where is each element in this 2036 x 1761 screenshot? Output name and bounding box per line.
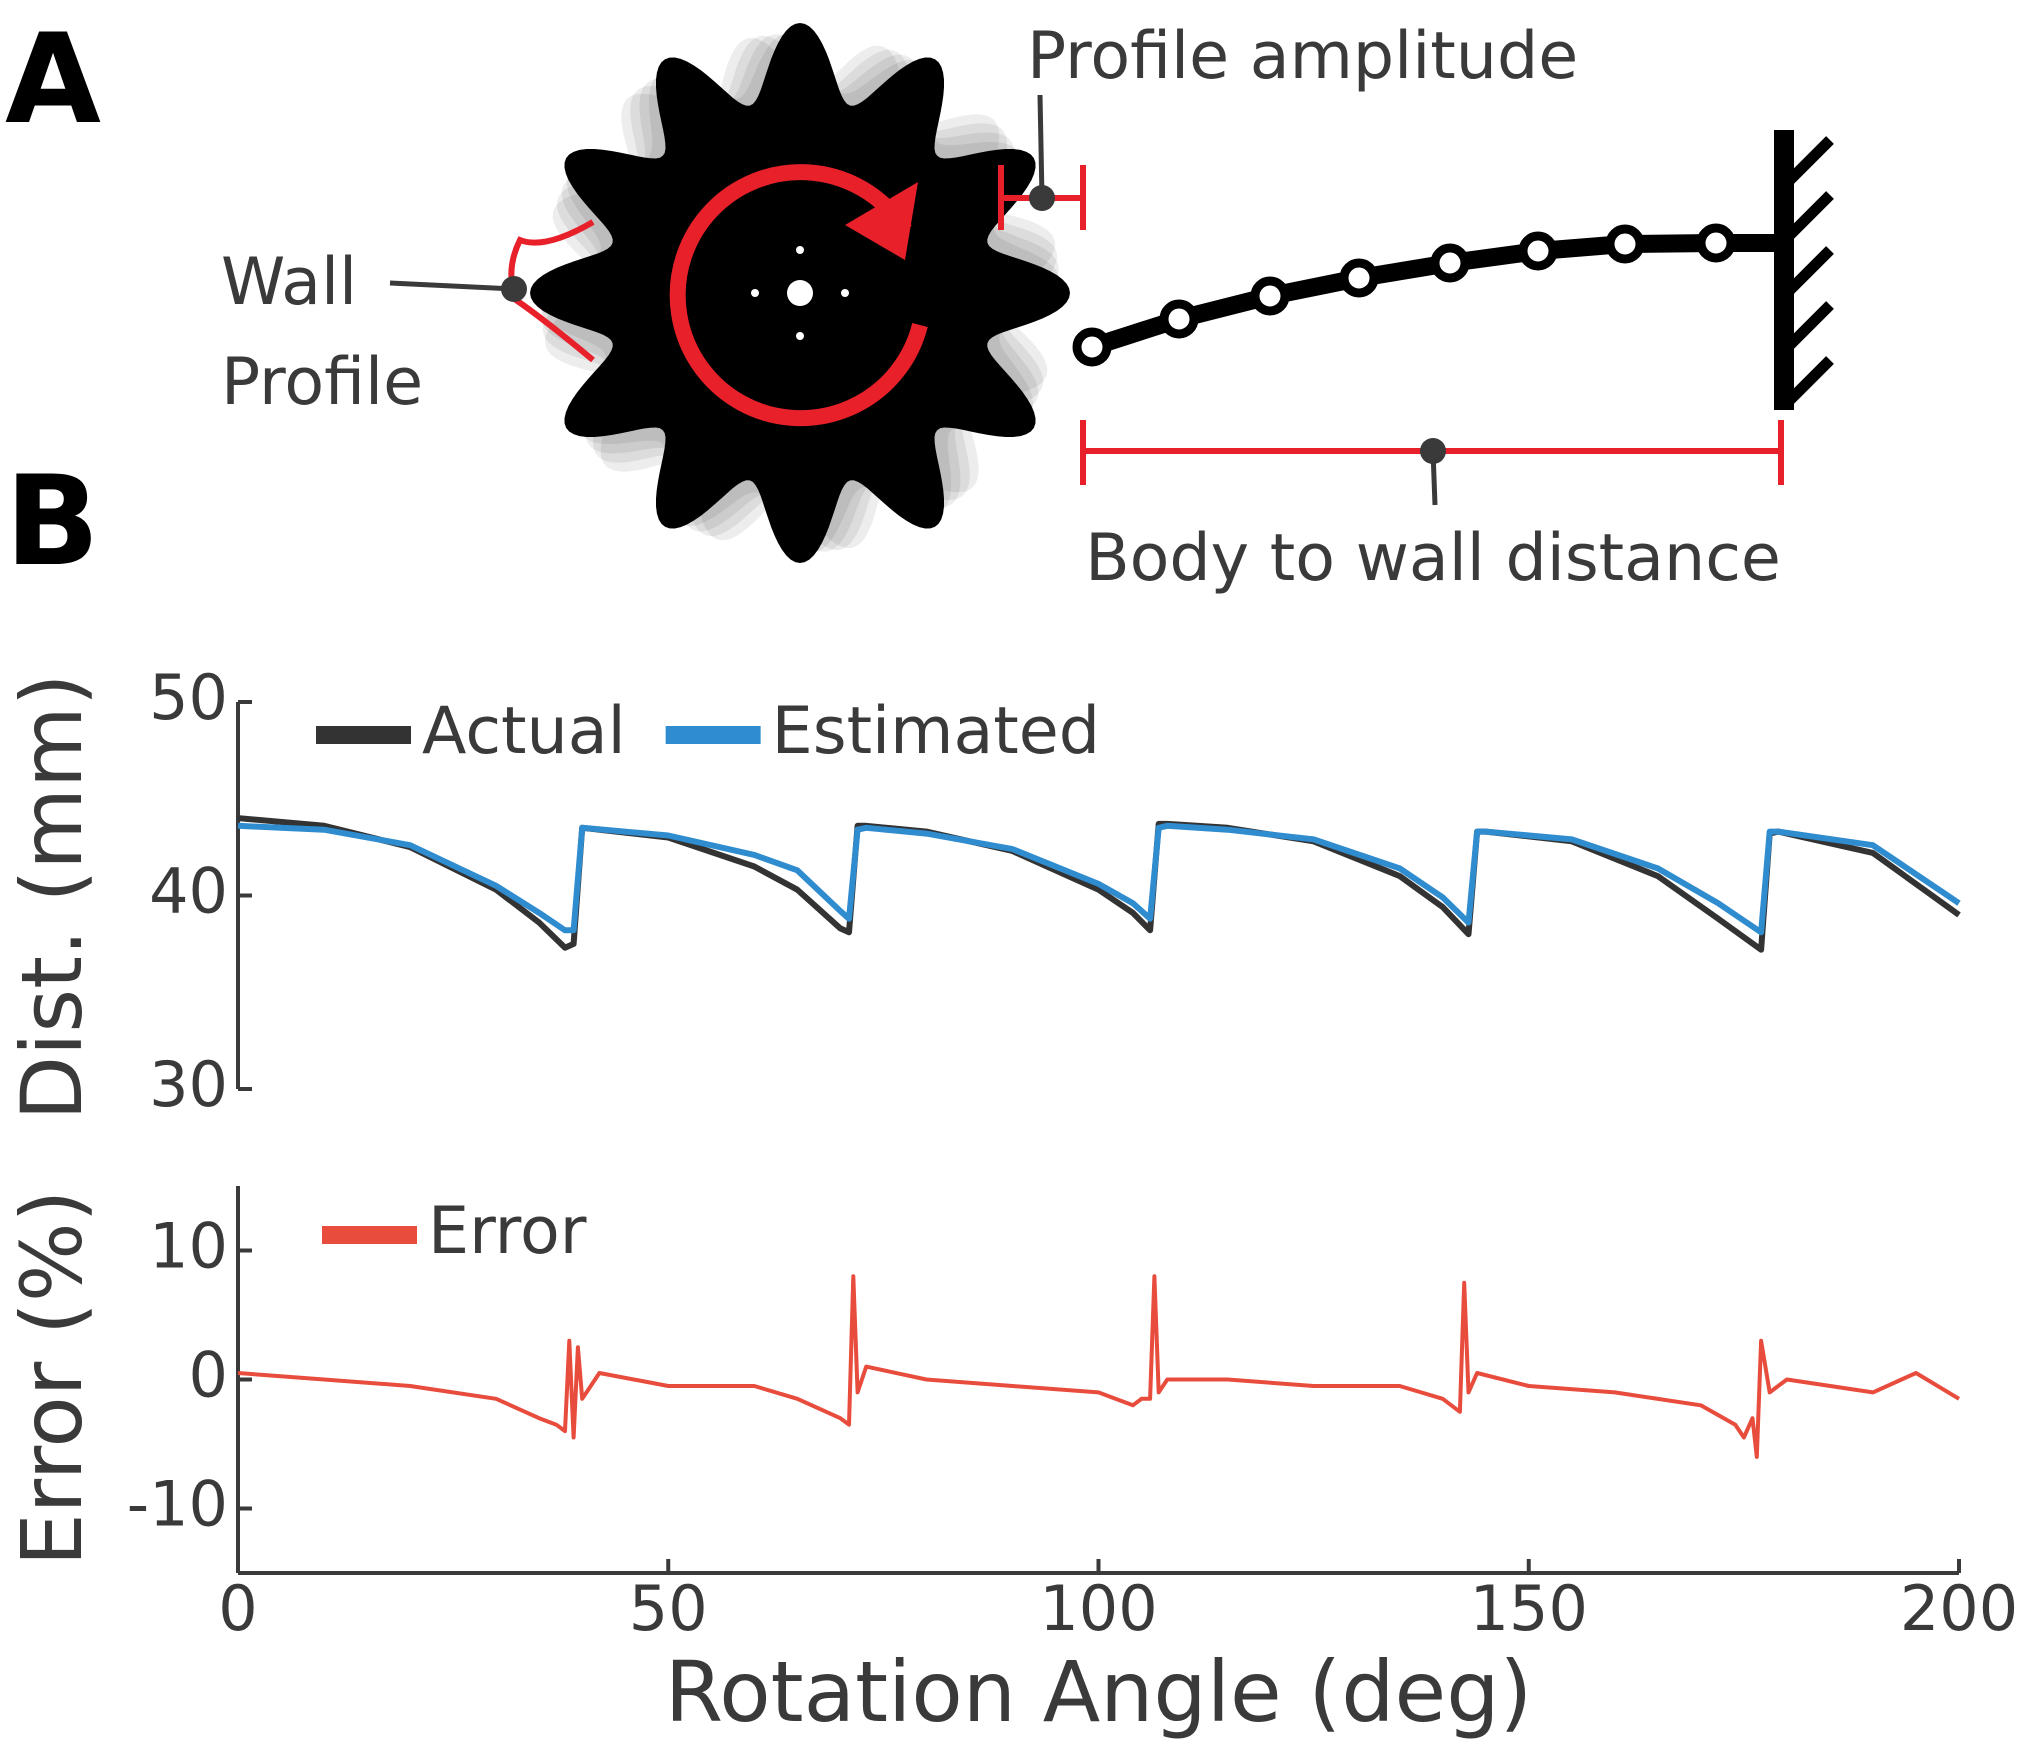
leader bbox=[389, 280, 514, 292]
y-tick-label: 40 bbox=[149, 855, 228, 928]
y-tick-label: 10 bbox=[149, 1210, 228, 1283]
dot bbox=[841, 289, 849, 297]
rotation-arrow bbox=[669, 164, 928, 427]
x-tick-label: 150 bbox=[1470, 1572, 1588, 1645]
x-tick-label: 0 bbox=[218, 1572, 257, 1645]
wall-label: Wall bbox=[221, 245, 357, 320]
y-axis-label: Error (%) bbox=[3, 1190, 101, 1567]
legend-label: Actual bbox=[422, 694, 626, 769]
y-tick-label: -10 bbox=[127, 1468, 228, 1541]
data-line bbox=[237, 815, 1961, 953]
x-tick-label: 200 bbox=[1900, 1572, 2018, 1645]
panel-label: A bbox=[5, 8, 101, 152]
legend-label: Estimated bbox=[772, 694, 1100, 769]
leader-dot bbox=[501, 276, 527, 302]
wall-profile bbox=[508, 219, 595, 363]
x-axis-label: Rotation Angle (deg) bbox=[665, 1643, 1533, 1741]
x-tick-label: 50 bbox=[629, 1572, 708, 1645]
joints bbox=[1072, 223, 1736, 367]
legend-label: Error bbox=[428, 1194, 587, 1269]
y-tick-label: 30 bbox=[149, 1048, 228, 1121]
leader-dot bbox=[1029, 185, 1055, 211]
data-line bbox=[237, 822, 1961, 936]
leader bbox=[1037, 94, 1045, 199]
y-axis-label: Dist. (mm) bbox=[3, 673, 101, 1120]
wall-label: Profile bbox=[221, 345, 423, 420]
wall-hatch bbox=[1786, 136, 1834, 404]
dot bbox=[796, 246, 804, 254]
data-line bbox=[237, 1274, 1961, 1459]
panel-label: B bbox=[5, 450, 100, 594]
dot bbox=[796, 332, 804, 340]
dot bbox=[751, 289, 759, 297]
leader-dot bbox=[1420, 438, 1446, 464]
amplitude-label: Profile amplitude bbox=[1027, 19, 1578, 94]
y-tick-label: 50 bbox=[149, 661, 228, 734]
arrow-head bbox=[845, 182, 918, 260]
axle bbox=[787, 280, 813, 306]
y-tick-label: 0 bbox=[189, 1339, 228, 1412]
distance-label: Body to wall distance bbox=[1085, 521, 1781, 596]
x-tick-label: 100 bbox=[1039, 1572, 1157, 1645]
